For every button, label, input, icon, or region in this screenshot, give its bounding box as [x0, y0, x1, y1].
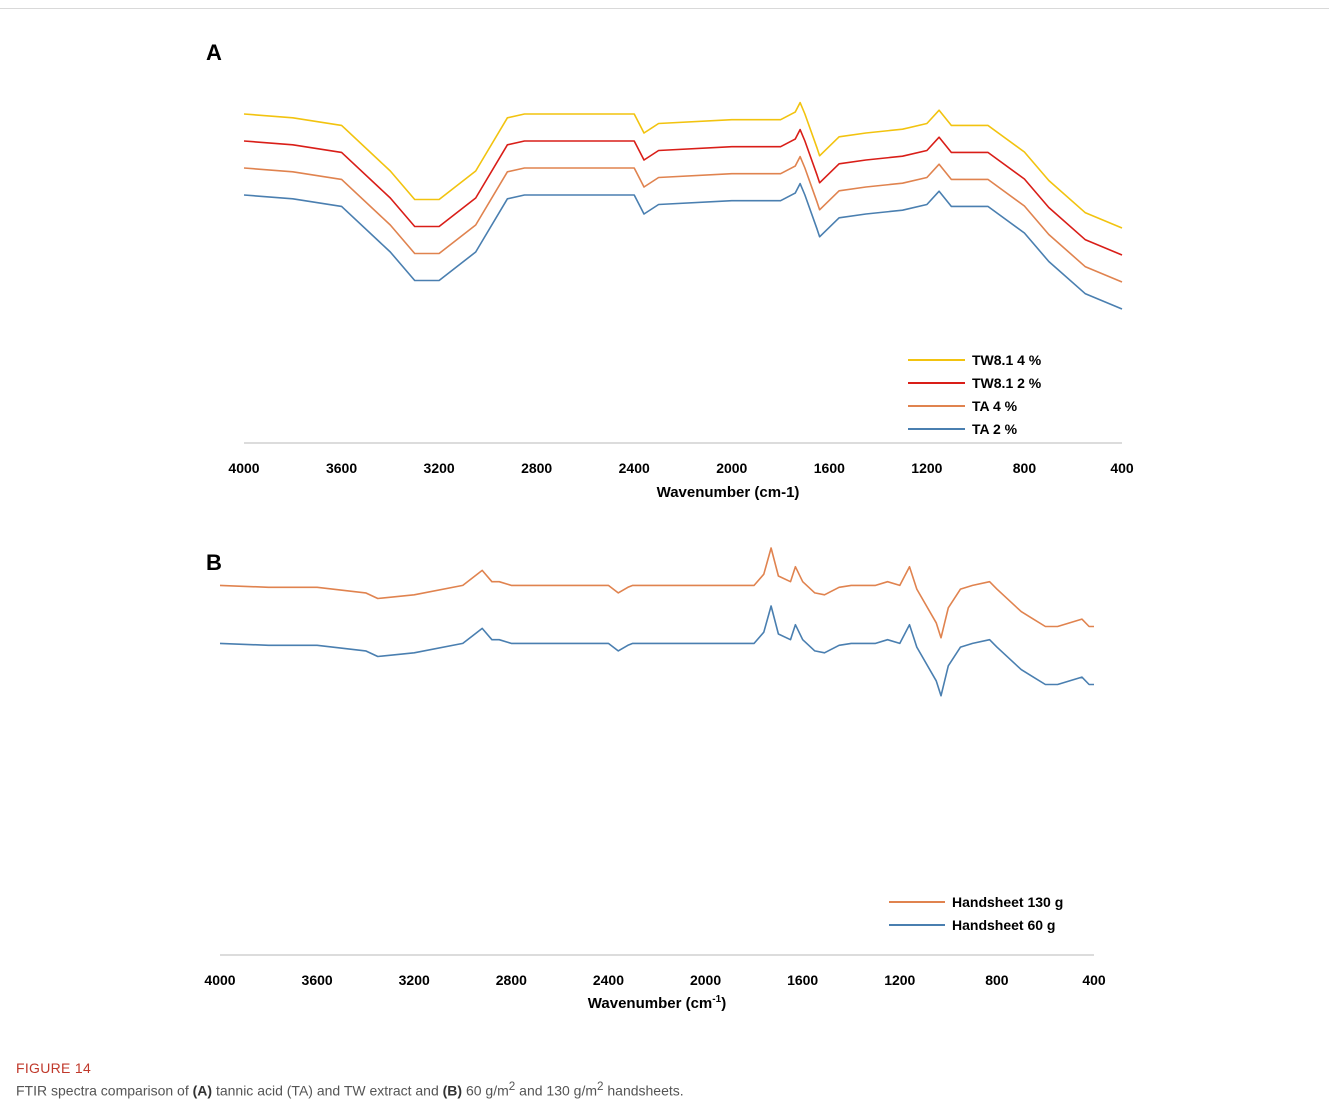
- panel-label-b: B: [206, 550, 222, 575]
- figure-caption-text: FTIR spectra comparison of (A) tannic ac…: [16, 1080, 684, 1099]
- figure-frame: [0, 8, 1329, 1049]
- figure-label: FIGURE 14: [16, 1060, 92, 1076]
- figure-caption: FIGURE 14 FTIR spectra comparison of (A)…: [16, 1060, 1306, 1099]
- panel-label-a: A: [206, 40, 222, 65]
